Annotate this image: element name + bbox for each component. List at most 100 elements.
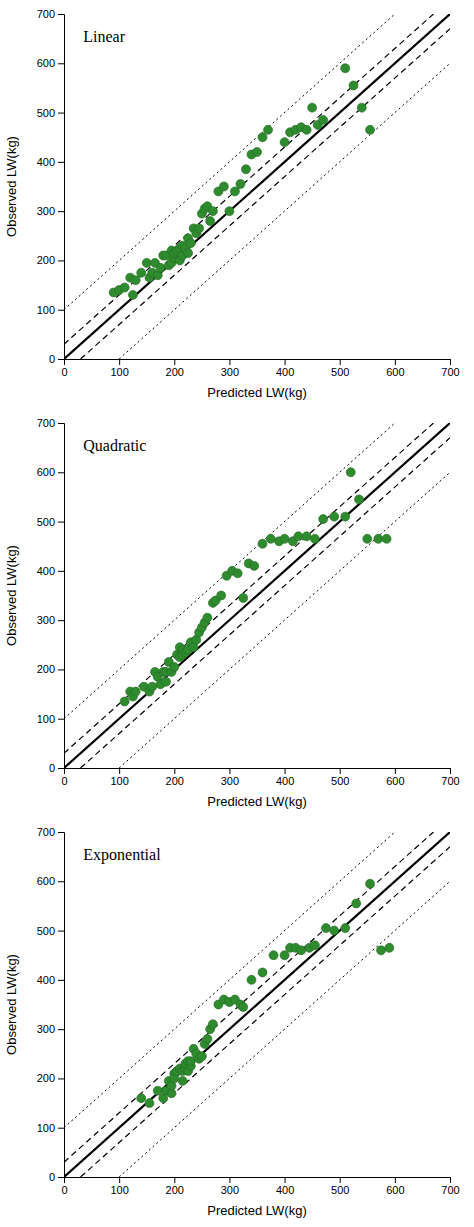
y-tick-label: 600: [37, 875, 55, 887]
x-tick-mark: [119, 359, 120, 365]
x-tick-label: 0: [61, 366, 67, 378]
plot-area: [64, 832, 450, 1177]
point: [186, 1057, 195, 1066]
point: [239, 593, 248, 602]
point: [280, 534, 289, 543]
point: [225, 207, 234, 216]
point: [233, 569, 242, 578]
x-axis: 0100200300400500600700: [61, 1177, 459, 1196]
x-tick-mark: [340, 1177, 341, 1183]
y-tick-mark: [58, 931, 64, 932]
line: [81, 438, 450, 768]
y-tick: 500: [37, 516, 64, 528]
point: [208, 207, 217, 216]
x-tick: 300: [221, 359, 239, 378]
x-tick-label: 600: [386, 775, 404, 787]
x-tick-label: 200: [166, 366, 184, 378]
x-tick-label: 300: [221, 775, 239, 787]
x-tick: 500: [331, 768, 349, 787]
y-tick-label: 200: [37, 254, 55, 266]
point: [197, 1052, 206, 1061]
y-tick-label: 500: [37, 516, 55, 528]
point: [206, 217, 215, 226]
point: [377, 946, 386, 955]
x-tick-label: 200: [166, 775, 184, 787]
x-tick-label: 0: [61, 775, 67, 787]
x-tick-mark: [285, 768, 286, 774]
point: [357, 103, 366, 112]
y-tick-label: 400: [37, 565, 55, 577]
y-tick-label: 200: [37, 663, 55, 675]
point: [308, 103, 317, 112]
y-tick: 700: [37, 826, 64, 838]
point: [341, 512, 350, 521]
x-tick: 300: [221, 1177, 239, 1196]
x-tick-label: 300: [221, 1184, 239, 1196]
line: [64, 14, 450, 359]
y-tick-mark: [58, 113, 64, 114]
point: [247, 975, 256, 984]
x-tick: 200: [166, 359, 184, 378]
y-tick-label: 300: [37, 614, 55, 626]
y-tick-mark: [58, 980, 64, 981]
point: [264, 125, 273, 134]
y-tick-label: 100: [37, 1122, 55, 1134]
point: [137, 268, 146, 277]
y-tick-label: 100: [37, 713, 55, 725]
x-tick: 100: [110, 1177, 128, 1196]
point: [363, 534, 372, 543]
x-tick: 600: [386, 359, 404, 378]
line: [64, 423, 395, 719]
y-axis-line: [58, 833, 65, 1178]
y-tick-label: 700: [37, 826, 55, 838]
point: [341, 64, 350, 73]
x-tick: 700: [441, 768, 459, 787]
point: [131, 687, 140, 696]
x-axis-title: Predicted LW(kg): [207, 794, 306, 809]
y-tick-mark: [58, 620, 64, 621]
y-tick: 100: [37, 713, 64, 725]
x-tick-mark: [340, 768, 341, 774]
y-tick-label: 100: [37, 304, 55, 316]
x-tick: 400: [276, 768, 294, 787]
y-tick: 0: [49, 762, 64, 774]
x-tick-mark: [395, 359, 396, 365]
x-tick-mark: [229, 1177, 230, 1183]
point: [184, 249, 193, 258]
point: [366, 879, 375, 888]
y-tick-label: 700: [37, 8, 55, 20]
point: [258, 133, 267, 142]
x-axis-line: [65, 769, 451, 775]
x-tick-mark: [450, 1177, 451, 1183]
x-tick-mark: [119, 1177, 120, 1183]
y-tick: 700: [37, 417, 64, 429]
panel-label: Linear: [83, 28, 125, 45]
x-tick-label: 600: [386, 1184, 404, 1196]
x-axis-line: [65, 360, 451, 366]
x-axis-title: Predicted LW(kg): [207, 1203, 306, 1218]
y-tick: 600: [37, 875, 64, 887]
x-tick: 600: [386, 1177, 404, 1196]
y-axis: 0100200300400500600700: [37, 826, 65, 1183]
point: [253, 148, 262, 157]
y-tick: 400: [37, 565, 64, 577]
point: [230, 187, 239, 196]
panel: 0100200300400500600700010020030040050060…: [4, 417, 460, 809]
x-tick-mark: [119, 768, 120, 774]
point: [258, 539, 267, 548]
point: [250, 561, 259, 570]
point: [195, 224, 204, 233]
y-tick: 400: [37, 156, 64, 168]
x-tick: 500: [331, 1177, 349, 1196]
line: [81, 29, 450, 359]
point: [319, 515, 328, 524]
panel: 0100200300400500600700010020030040050060…: [4, 826, 460, 1218]
y-tick: 0: [49, 1171, 64, 1183]
y-tick-mark: [58, 260, 64, 261]
y-tick: 300: [37, 614, 64, 626]
y-tick-mark: [58, 719, 64, 720]
x-axis-title: Predicted LW(kg): [207, 385, 306, 400]
x-tick-label: 500: [331, 366, 349, 378]
y-tick-label: 400: [37, 974, 55, 986]
y-tick-mark: [58, 571, 64, 572]
